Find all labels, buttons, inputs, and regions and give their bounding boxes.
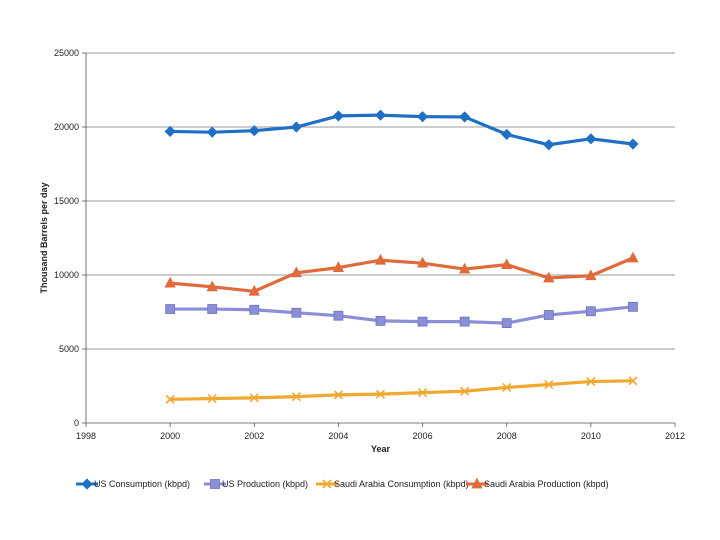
legend-label: Saudi Arabia Consumption (kbpd) [334,479,469,489]
data-point [628,376,638,386]
data-point [544,379,554,390]
x-tick-label: 2004 [328,431,348,441]
legend-swatch-marker [471,477,483,489]
data-point [501,128,513,140]
data-point [291,392,301,402]
legend-label: Saudi Arabia Production (kbpd) [484,479,609,489]
data-point [249,304,260,315]
data-point [585,269,597,281]
data-point [627,138,639,150]
x-tick-label: 2000 [160,431,180,441]
series-line [168,113,635,147]
data-point [585,133,597,145]
data-point [458,262,471,274]
data-point [333,310,344,321]
data-point [207,304,218,314]
data-point [460,386,470,396]
legend-item: Saudi Arabia Production (kbpd) [466,477,609,489]
data-point [249,393,259,403]
axes [82,52,676,427]
series-line [168,305,635,325]
data-point [332,110,344,122]
legend: US Consumption (kbpd) US Production (kbpd… [76,477,609,490]
data-point [165,304,176,314]
data-point [333,390,343,400]
data-point [206,280,218,292]
legend-label: US Consumption (kbpd) [94,479,190,489]
x-axis-title: Year [371,444,391,454]
legend-swatch-marker [81,478,93,490]
legend-label: US Production (kbpd) [222,479,308,489]
data-point [459,111,471,123]
data-point [418,388,428,398]
data-point [375,389,386,399]
data-point [375,315,386,326]
data-point [248,125,260,137]
legend-swatch-marker [322,479,332,489]
data-point [417,316,428,327]
data-point [543,271,555,283]
data-point [628,301,638,312]
x-tick-label: 2006 [413,431,433,441]
data-point [501,258,513,270]
y-tick-label: 10000 [54,270,79,280]
y-axis-ticks: 0 5000 10000 15000 20000 25000 [54,48,79,428]
data-point [543,310,554,320]
data-point [332,261,345,273]
data-point [417,111,429,123]
data-point [164,125,176,138]
series-line [168,256,635,293]
data-point [586,376,596,387]
x-tick-label: 2010 [581,431,601,441]
y-tick-label: 0 [74,418,79,428]
series-1 [164,109,639,151]
y-axis-title: Thousand Barrels per day [39,182,49,293]
y-tick-label: 15000 [54,196,79,206]
legend-item: US Production (kbpd) [204,479,308,489]
legend-item: Saudi Arabia Consumption (kbpd) [316,479,469,489]
x-tick-label: 2008 [497,431,517,441]
x-tick-label: 2012 [665,431,685,441]
series-4 [164,251,639,296]
data-point [585,306,596,317]
series-2 [165,301,638,329]
data-point [165,394,175,404]
data-point [290,121,302,133]
data-point [501,318,512,329]
x-tick-label: 2002 [244,431,264,441]
data-point [627,251,639,263]
legend-item: US Consumption (kbpd) [76,478,190,490]
data-point [207,394,217,404]
series-3 [165,376,638,404]
x-axis-ticks: 1998 2000 2002 2004 2006 2008 2010 2012 [76,431,685,441]
data-point [248,284,260,296]
x-tick-label: 1998 [76,431,96,441]
data-point [291,307,302,318]
legend-swatch-marker [210,479,220,489]
data-point [459,316,470,327]
data-point [374,253,387,265]
data-point [164,276,176,288]
data-point [374,109,387,121]
series-group [164,109,639,404]
y-tick-label: 25000 [54,48,79,58]
y-tick-label: 20000 [54,122,79,132]
data-point [416,256,429,268]
data-point [290,266,303,278]
series-line [168,379,635,401]
y-tick-label: 5000 [59,344,79,354]
data-point [206,126,218,138]
data-point [543,139,555,151]
data-point [502,382,512,393]
